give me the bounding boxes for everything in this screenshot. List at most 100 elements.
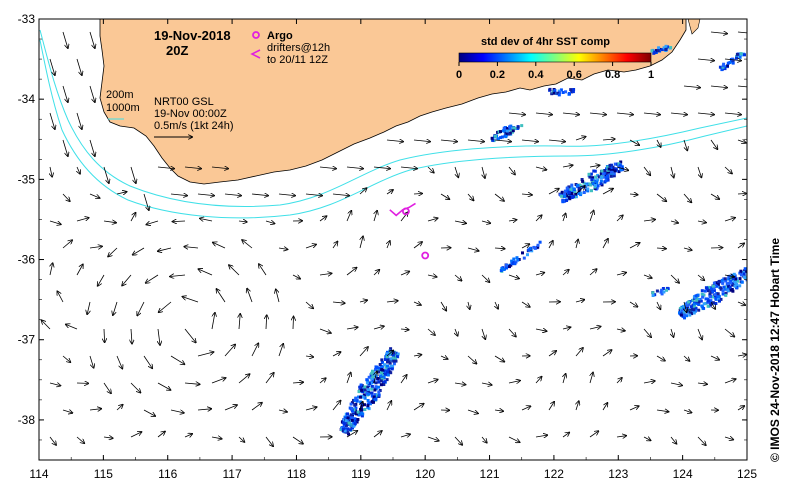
- current-vector: [116, 192, 126, 194]
- current-vector: [508, 166, 515, 174]
- x-tick-label: 116: [158, 467, 177, 481]
- sst-pixel: [394, 359, 398, 363]
- sst-pixel: [362, 393, 366, 397]
- sst-pixel: [568, 196, 571, 199]
- sst-pixel: [731, 61, 735, 65]
- sst-pixel: [664, 48, 668, 51]
- current-vector: [656, 193, 666, 201]
- sst-pixel: [689, 305, 693, 309]
- current-vector: [575, 348, 583, 357]
- colorbar: std dev of 4hr SST comp 0 0.2 0.4 0.6 0.8 1: [456, 36, 654, 81]
- current-vector: [508, 328, 516, 337]
- current-vector: [602, 139, 615, 140]
- current-vector: [629, 194, 638, 195]
- sst-pixel: [504, 263, 508, 267]
- current-vector: [643, 113, 660, 115]
- current-vector: [467, 355, 476, 364]
- current-vector: [157, 432, 165, 438]
- sst-pixel: [354, 412, 358, 416]
- colorbar-tick-label: 0.6: [567, 69, 582, 81]
- current-vector: [359, 188, 367, 195]
- current-vector: [89, 193, 100, 198]
- current-vector: [360, 237, 363, 249]
- current-vector: [481, 274, 489, 282]
- x-tick-label: 123: [608, 467, 628, 481]
- sst-pixel: [391, 364, 395, 368]
- sst-pixel: [606, 178, 610, 182]
- current-vector: [724, 275, 734, 277]
- current-vector: [184, 167, 201, 169]
- sst-pixel: [356, 410, 360, 414]
- current-vector: [427, 328, 435, 335]
- current-vector: [589, 113, 606, 115]
- x-tick-label: 115: [94, 467, 113, 481]
- sst-pixel: [733, 281, 737, 285]
- sst-pixel: [690, 307, 694, 311]
- sst-pixel: [735, 282, 739, 286]
- current-vector: [197, 352, 213, 357]
- sst-pixel: [558, 91, 562, 95]
- sst-pixel: [381, 361, 384, 364]
- current-vector: [670, 221, 678, 223]
- sst-pixel: [390, 367, 394, 371]
- sst-stddev-patches: [339, 44, 747, 436]
- sst-pixel: [735, 56, 738, 60]
- sst-pixel: [363, 388, 367, 392]
- current-vector: [575, 186, 585, 195]
- current-vector: [576, 401, 579, 411]
- current-vector: [62, 85, 68, 102]
- current-vector: [602, 350, 612, 357]
- current-vector: [521, 194, 532, 195]
- current-vector: [683, 86, 700, 88]
- sst-pixel: [520, 124, 524, 128]
- sst-pixel: [680, 309, 684, 313]
- sst-pixel: [505, 133, 509, 137]
- sst-pixel: [363, 385, 367, 389]
- sst-pixel: [696, 293, 700, 297]
- current-vector: [521, 244, 529, 249]
- sst-pixel: [383, 372, 387, 376]
- sst-pixel: [702, 306, 706, 310]
- current-vector: [643, 275, 652, 278]
- current-vector: [562, 433, 569, 438]
- current-vector: [468, 301, 470, 309]
- sst-pixel: [711, 301, 715, 305]
- current-vector: [108, 247, 118, 256]
- date-title: 19-Nov-2018: [154, 28, 231, 43]
- isobath-1000m: [39, 39, 747, 219]
- current-vector: [62, 240, 72, 249]
- current-vector: [211, 313, 215, 330]
- current-vector: [98, 274, 105, 286]
- sst-pixel: [377, 390, 381, 394]
- current-vector: [602, 239, 608, 249]
- sst-pixel: [682, 304, 686, 308]
- current-vector: [563, 214, 566, 222]
- sst-pixel: [356, 418, 360, 421]
- sst-pixel: [653, 50, 657, 54]
- current-vector: [575, 300, 584, 302]
- current-vector: [697, 383, 707, 384]
- sst-pixel: [742, 272, 746, 276]
- sst-pixel: [570, 186, 574, 190]
- current-vector: [104, 328, 105, 342]
- sst-pixel: [650, 49, 654, 53]
- sst-pixel: [570, 190, 573, 194]
- sst-pixel: [736, 279, 740, 283]
- current-vector: [440, 140, 457, 142]
- current-vector: [400, 272, 409, 276]
- sst-pixel: [379, 374, 383, 378]
- sst-pixel: [533, 246, 537, 250]
- current-vector: [199, 269, 213, 276]
- sst-pixel: [591, 176, 595, 180]
- sst-pixel: [738, 284, 742, 288]
- sst-pixel: [651, 291, 655, 295]
- current-vector: [224, 345, 235, 357]
- current-vector: [576, 240, 578, 249]
- current-vector: [535, 377, 542, 384]
- current-vector: [494, 410, 503, 411]
- sst-pixel: [661, 287, 665, 290]
- sst-pixel: [720, 278, 724, 282]
- current-vector: [50, 263, 53, 276]
- sst-pixel: [726, 64, 729, 68]
- sst-pixel: [740, 280, 744, 284]
